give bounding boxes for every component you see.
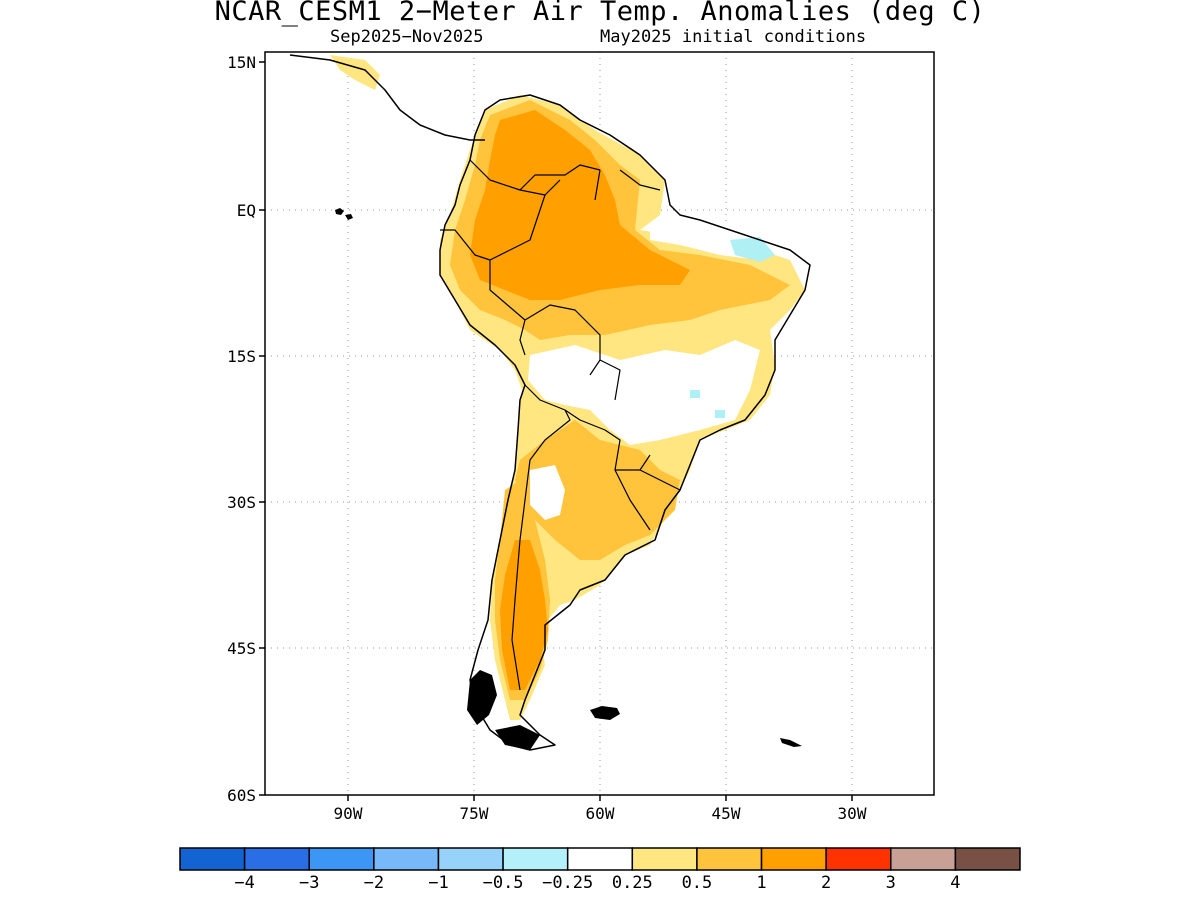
initial-conditions: May2025 initial conditions bbox=[600, 27, 867, 47]
latitude-label: EQ bbox=[237, 201, 256, 220]
longitude-label: 60W bbox=[586, 804, 615, 823]
legend-swatch bbox=[760, 847, 827, 871]
chile-archipelago bbox=[467, 670, 497, 725]
longitude-label: 90W bbox=[334, 804, 363, 823]
legend-label: −2 bbox=[364, 873, 384, 893]
legend-swatch bbox=[954, 847, 1021, 871]
longitude-label: 75W bbox=[460, 804, 489, 823]
legend-swatch bbox=[179, 847, 246, 871]
legend-swatch bbox=[890, 847, 957, 871]
country-borders bbox=[440, 159, 681, 691]
latitude-label: 60S bbox=[227, 786, 256, 805]
tierra-del-fuego bbox=[495, 725, 540, 750]
legend-label: −3 bbox=[299, 873, 319, 893]
legend-swatch bbox=[437, 847, 504, 871]
longitude-axis: 90W 75W 60W 45W 30W bbox=[334, 795, 867, 823]
longitude-label: 30W bbox=[838, 804, 867, 823]
map-title: NCAR_CESM1 2−Meter Air Temp. Anomalies (… bbox=[214, 0, 986, 27]
anomaly-shading bbox=[330, 55, 805, 720]
islands bbox=[335, 208, 802, 750]
legend-swatch bbox=[566, 847, 634, 871]
longitude-label: 45W bbox=[712, 804, 741, 823]
legend-swatch bbox=[825, 847, 892, 871]
legend-label: 2 bbox=[821, 873, 831, 893]
legend-label: 4 bbox=[950, 873, 960, 893]
legend-label: −4 bbox=[234, 873, 254, 893]
central-america-coastline bbox=[289, 54, 485, 141]
no-anomaly-interior bbox=[528, 340, 760, 445]
legend-swatch bbox=[631, 847, 698, 871]
legend-swatch bbox=[696, 847, 763, 871]
anomaly-central-america bbox=[330, 55, 380, 90]
anomaly-orange-patagonia bbox=[500, 540, 548, 690]
galapagos-islands bbox=[335, 208, 353, 220]
coastlines-and-borders bbox=[289, 54, 811, 751]
legend-label: −0.25 bbox=[542, 873, 593, 893]
latitude-label: 45S bbox=[227, 639, 256, 658]
latitude-label: 15N bbox=[227, 53, 256, 72]
latitude-axis: 15N EQ 15S 30S 45S 60S bbox=[227, 53, 265, 805]
legend-label: 0.25 bbox=[612, 873, 653, 893]
legend-label: −0.5 bbox=[483, 873, 524, 893]
anomaly-light-orange-south bbox=[515, 420, 680, 560]
south-america-coastline bbox=[439, 94, 811, 751]
legend-swatch bbox=[243, 847, 310, 871]
legend-label: 3 bbox=[886, 873, 896, 893]
legend-label: 1 bbox=[756, 873, 766, 893]
latitude-label: 15S bbox=[227, 347, 256, 366]
legend-swatch bbox=[373, 847, 440, 871]
falkland-islands bbox=[590, 706, 620, 720]
legend-label: 0.5 bbox=[682, 873, 713, 893]
legend-swatch bbox=[502, 847, 569, 871]
anomaly-light-blue-patch bbox=[730, 237, 775, 262]
south-georgia bbox=[780, 738, 802, 747]
legend-swatch bbox=[308, 847, 375, 871]
forecast-period: Sep2025−Nov2025 bbox=[330, 27, 484, 47]
anomaly-light-blue-dot-a bbox=[690, 390, 700, 398]
no-anomaly-south-interior bbox=[530, 465, 565, 520]
anomaly-light-blue-dot-b bbox=[715, 410, 725, 418]
latitude-label: 30S bbox=[227, 493, 256, 512]
color-legend: −4 −3 −2 −1 −0.5 −0.25 0.25 0.5 1 2 3 4 bbox=[179, 847, 1021, 893]
legend-label: −1 bbox=[428, 873, 448, 893]
anomaly-orange-amazon bbox=[470, 110, 690, 300]
